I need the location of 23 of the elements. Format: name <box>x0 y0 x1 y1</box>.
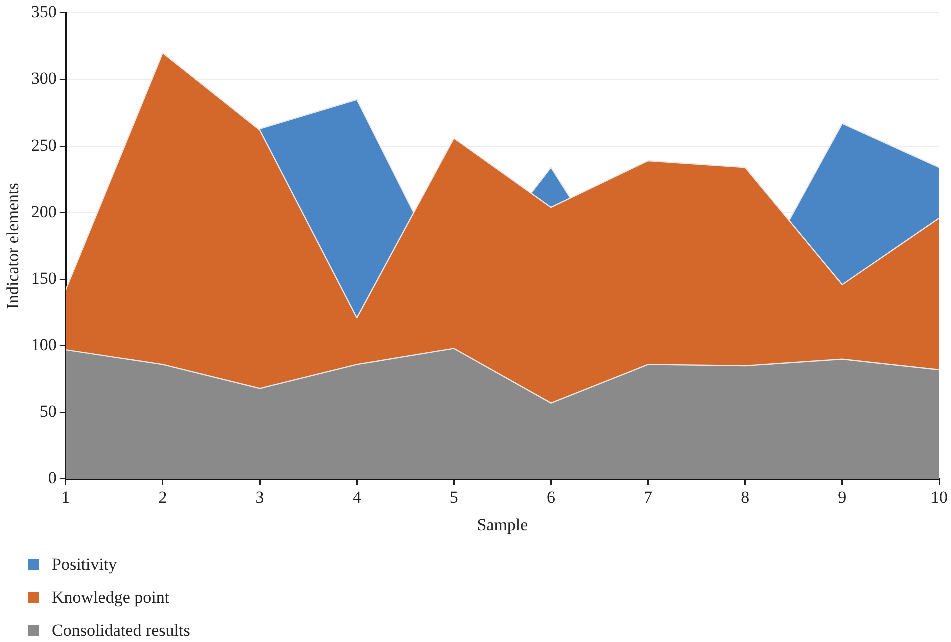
x-tick-label: 10 <box>931 488 948 507</box>
x-tick-label: 8 <box>741 488 750 507</box>
x-tick-label: 1 <box>62 488 70 507</box>
y-axis-title: Indicator elements <box>4 183 23 310</box>
y-tick-label: 350 <box>31 2 57 22</box>
x-tick-label: 6 <box>546 488 556 507</box>
legend-label: Consolidated results <box>52 620 190 640</box>
x-tick-label: 3 <box>256 488 264 507</box>
x-tick-label: 9 <box>838 488 847 507</box>
x-tick-label: 2 <box>158 488 168 507</box>
y-tick-label: 200 <box>31 202 57 222</box>
y-tick-label: 150 <box>31 268 57 288</box>
legend-label: Knowledge point <box>52 588 170 608</box>
x-tick-label: 7 <box>644 488 654 507</box>
x-axis-title: Sample <box>477 515 528 534</box>
y-tick-label: 100 <box>31 336 57 355</box>
y-tick-label: 250 <box>31 136 57 155</box>
y-tick-label: 50 <box>40 402 57 422</box>
x-tick-label: 5 <box>450 488 458 507</box>
legend-label: Positivity <box>52 554 118 574</box>
y-tick-label: 0 <box>48 468 57 488</box>
y-tick-label: 300 <box>31 69 57 88</box>
x-tick-label: 4 <box>352 488 362 507</box>
